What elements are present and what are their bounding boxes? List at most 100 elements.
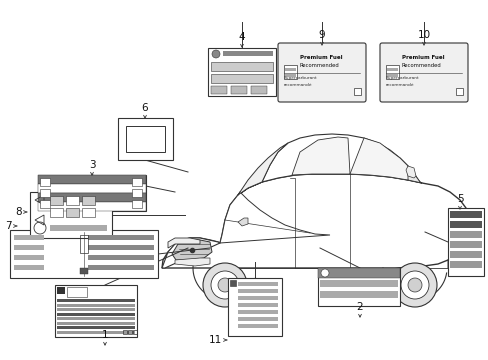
Bar	[55, 285, 137, 337]
Polygon shape	[168, 238, 200, 248]
Bar	[66, 196, 79, 205]
Bar	[386, 74, 397, 77]
Bar	[238, 317, 278, 321]
Bar	[50, 208, 63, 217]
Text: recommandé: recommandé	[385, 83, 414, 87]
Bar	[57, 303, 135, 306]
Bar	[449, 241, 481, 248]
Bar	[250, 86, 266, 94]
Bar	[386, 68, 397, 71]
Polygon shape	[238, 134, 421, 195]
Polygon shape	[162, 174, 467, 268]
Bar	[82, 196, 95, 205]
Bar	[128, 330, 132, 334]
Bar	[10, 230, 158, 278]
Bar	[88, 235, 154, 240]
Bar	[238, 303, 278, 307]
Text: Supercarburant: Supercarburant	[385, 76, 419, 80]
Bar	[118, 118, 173, 160]
Bar	[67, 287, 87, 297]
Bar	[132, 178, 142, 186]
Polygon shape	[238, 218, 247, 226]
Bar	[207, 48, 275, 96]
Text: Premium Fuel: Premium Fuel	[401, 55, 444, 60]
Bar	[317, 268, 399, 306]
Polygon shape	[238, 143, 287, 195]
Bar	[38, 193, 146, 202]
Text: Supercarburant: Supercarburant	[284, 76, 317, 80]
Text: 3: 3	[88, 160, 95, 170]
Bar	[88, 265, 154, 270]
Text: 8: 8	[15, 207, 22, 217]
Bar	[57, 326, 135, 329]
FancyBboxPatch shape	[278, 43, 365, 102]
Bar	[285, 74, 295, 77]
Text: 5: 5	[456, 194, 462, 204]
Polygon shape	[172, 240, 212, 260]
Text: 10: 10	[417, 30, 429, 40]
Bar	[38, 184, 146, 193]
Bar	[210, 86, 226, 94]
Bar	[353, 88, 360, 95]
Bar	[38, 175, 146, 184]
Circle shape	[320, 269, 328, 277]
Polygon shape	[175, 258, 209, 266]
Bar	[319, 291, 397, 298]
Bar	[57, 312, 135, 315]
Bar	[57, 299, 135, 302]
Bar	[123, 330, 127, 334]
Bar	[238, 324, 278, 328]
Bar	[223, 51, 272, 56]
Bar	[40, 200, 50, 208]
Bar	[447, 208, 483, 276]
Bar	[449, 251, 481, 258]
Bar	[238, 296, 278, 300]
Bar	[50, 196, 63, 205]
Polygon shape	[349, 138, 407, 180]
Bar	[40, 189, 50, 197]
Bar	[449, 231, 481, 238]
Bar	[50, 225, 107, 231]
Bar	[132, 200, 142, 208]
Bar	[57, 308, 135, 311]
Polygon shape	[405, 166, 415, 178]
Polygon shape	[455, 240, 465, 258]
Bar	[126, 126, 164, 152]
Bar	[14, 255, 44, 260]
Text: Recommended: Recommended	[401, 63, 441, 68]
Circle shape	[203, 263, 246, 307]
Text: Premium Fuel: Premium Fuel	[299, 55, 342, 60]
Bar	[230, 86, 246, 94]
Text: 2: 2	[356, 302, 363, 312]
Bar	[210, 74, 272, 83]
Circle shape	[218, 278, 231, 292]
Text: 7: 7	[5, 221, 12, 231]
Bar	[80, 235, 88, 253]
Text: 4: 4	[238, 32, 245, 42]
Text: 9: 9	[318, 30, 325, 40]
Bar	[88, 255, 154, 260]
Text: Recommended: Recommended	[299, 63, 339, 68]
Bar	[80, 268, 88, 274]
Circle shape	[210, 271, 239, 299]
Bar	[227, 278, 282, 336]
Bar	[132, 189, 142, 197]
Bar	[14, 265, 44, 270]
Text: 11: 11	[208, 335, 222, 345]
Bar	[449, 261, 481, 268]
Circle shape	[400, 271, 428, 299]
Bar	[57, 321, 135, 324]
Bar	[57, 317, 135, 320]
Bar	[14, 245, 44, 250]
Text: recommandé: recommandé	[284, 83, 312, 87]
Bar	[449, 221, 481, 228]
Bar	[57, 287, 65, 294]
Polygon shape	[447, 240, 465, 268]
Polygon shape	[220, 192, 329, 243]
Circle shape	[212, 50, 220, 58]
Bar	[238, 310, 278, 314]
Circle shape	[392, 263, 436, 307]
Bar	[30, 192, 112, 238]
Bar	[38, 175, 146, 211]
Polygon shape	[399, 158, 421, 183]
